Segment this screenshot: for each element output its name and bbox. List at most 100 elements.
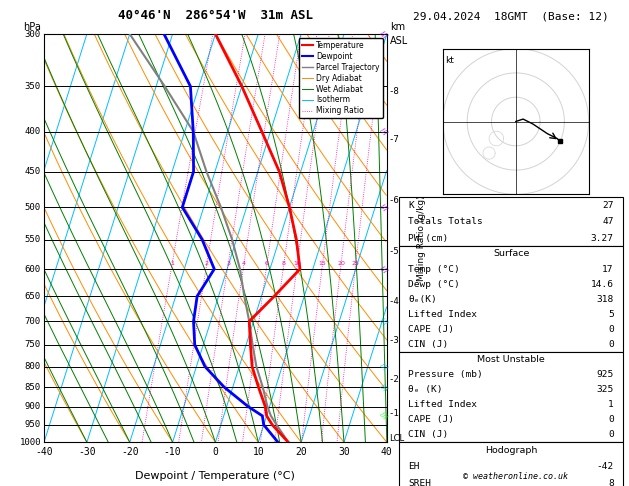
- Text: 4: 4: [242, 261, 246, 266]
- Text: Surface: Surface: [493, 249, 529, 259]
- Text: SREH: SREH: [408, 479, 431, 486]
- Text: ///: ///: [379, 382, 389, 392]
- Text: 925: 925: [596, 370, 614, 380]
- Text: 400: 400: [25, 127, 41, 136]
- Text: ///: ///: [379, 362, 389, 371]
- Text: 500: 500: [25, 203, 41, 212]
- Text: Mixing Ratio (g/kg): Mixing Ratio (g/kg): [417, 195, 426, 281]
- Text: -7: -7: [389, 136, 399, 144]
- Legend: Temperature, Dewpoint, Parcel Trajectory, Dry Adiabat, Wet Adiabat, Isotherm, Mi: Temperature, Dewpoint, Parcel Trajectory…: [299, 38, 383, 119]
- Text: 700: 700: [25, 317, 41, 326]
- Text: km: km: [390, 21, 405, 32]
- Text: 20: 20: [295, 447, 307, 457]
- Text: 750: 750: [25, 340, 41, 349]
- Text: LCL: LCL: [389, 434, 404, 443]
- Text: θₑ (K): θₑ (K): [408, 385, 443, 394]
- Text: -3: -3: [389, 336, 399, 345]
- Bar: [399, 352, 623, 442]
- Text: 450: 450: [25, 167, 41, 176]
- Text: -30: -30: [78, 447, 96, 457]
- Text: 8: 8: [282, 261, 286, 266]
- Text: CAPE (J): CAPE (J): [408, 325, 454, 334]
- Text: 318: 318: [596, 295, 614, 304]
- Text: hPa: hPa: [23, 21, 41, 32]
- Text: 29.04.2024  18GMT  (Base: 12): 29.04.2024 18GMT (Base: 12): [413, 12, 609, 22]
- Text: -5: -5: [389, 247, 399, 256]
- Text: 0: 0: [608, 430, 614, 439]
- Text: K: K: [408, 201, 414, 210]
- Text: ///: ///: [379, 127, 389, 136]
- Text: 8: 8: [608, 479, 614, 486]
- Text: -1: -1: [389, 410, 399, 418]
- Text: θₑ(K): θₑ(K): [408, 295, 437, 304]
- Bar: [399, 442, 623, 486]
- Text: -8: -8: [389, 87, 399, 96]
- Text: 10: 10: [252, 447, 264, 457]
- Text: 350: 350: [25, 82, 41, 91]
- Text: 17: 17: [603, 264, 614, 274]
- Text: 0: 0: [213, 447, 218, 457]
- Text: 25: 25: [352, 261, 360, 266]
- Text: 0: 0: [608, 416, 614, 424]
- Text: 950: 950: [25, 420, 41, 429]
- Text: 325: 325: [596, 385, 614, 394]
- Text: 3: 3: [226, 261, 230, 266]
- Text: 6: 6: [265, 261, 269, 266]
- Text: 20: 20: [337, 261, 345, 266]
- Text: 10: 10: [294, 261, 301, 266]
- Text: 600: 600: [25, 264, 41, 274]
- Text: 14.6: 14.6: [591, 280, 614, 289]
- Bar: [399, 246, 623, 352]
- Bar: [399, 197, 623, 246]
- Text: CAPE (J): CAPE (J): [408, 416, 454, 424]
- Text: 0: 0: [608, 340, 614, 349]
- Text: -10: -10: [164, 447, 181, 457]
- Text: 1000: 1000: [19, 438, 41, 447]
- Text: CIN (J): CIN (J): [408, 430, 448, 439]
- Text: 30: 30: [338, 447, 350, 457]
- Text: Lifted Index: Lifted Index: [408, 310, 477, 319]
- Text: -4: -4: [389, 297, 399, 306]
- Text: 15: 15: [319, 261, 326, 266]
- Text: CIN (J): CIN (J): [408, 340, 448, 349]
- Text: -40: -40: [35, 447, 53, 457]
- Text: 900: 900: [25, 402, 41, 411]
- Text: 47: 47: [603, 217, 614, 226]
- Text: Lifted Index: Lifted Index: [408, 400, 477, 409]
- Text: -2: -2: [389, 375, 399, 383]
- Text: 27: 27: [603, 201, 614, 210]
- Text: ///: ///: [379, 264, 389, 274]
- Text: 2: 2: [205, 261, 209, 266]
- Text: 550: 550: [25, 235, 41, 244]
- Text: Hodograph: Hodograph: [485, 446, 537, 455]
- Text: ///: ///: [379, 411, 389, 420]
- Text: 850: 850: [25, 382, 41, 392]
- Text: 1: 1: [608, 400, 614, 409]
- Text: 650: 650: [25, 292, 41, 301]
- Text: 5: 5: [608, 310, 614, 319]
- Text: ///: ///: [379, 203, 389, 212]
- Text: 40: 40: [381, 447, 392, 457]
- Text: -20: -20: [121, 447, 138, 457]
- Text: © weatheronline.co.uk: © weatheronline.co.uk: [464, 472, 568, 481]
- Text: ///: ///: [379, 29, 389, 39]
- Text: 0: 0: [608, 325, 614, 334]
- Text: Totals Totals: Totals Totals: [408, 217, 483, 226]
- Text: -42: -42: [596, 462, 614, 471]
- Text: 3.27: 3.27: [591, 234, 614, 243]
- Text: PW (cm): PW (cm): [408, 234, 448, 243]
- Text: 40°46'N  286°54'W  31m ASL: 40°46'N 286°54'W 31m ASL: [118, 9, 313, 22]
- Text: Dewp (°C): Dewp (°C): [408, 280, 460, 289]
- Text: kt: kt: [445, 56, 454, 65]
- Text: Temp (°C): Temp (°C): [408, 264, 460, 274]
- Text: Most Unstable: Most Unstable: [477, 355, 545, 364]
- Text: 800: 800: [25, 362, 41, 371]
- Text: EH: EH: [408, 462, 420, 471]
- Text: ///: ///: [379, 317, 389, 326]
- Text: Dewpoint / Temperature (°C): Dewpoint / Temperature (°C): [135, 471, 296, 481]
- Text: 1: 1: [170, 261, 174, 266]
- Text: -6: -6: [389, 196, 399, 205]
- Text: 300: 300: [25, 30, 41, 38]
- Text: Pressure (mb): Pressure (mb): [408, 370, 483, 380]
- Text: ASL: ASL: [390, 36, 408, 46]
